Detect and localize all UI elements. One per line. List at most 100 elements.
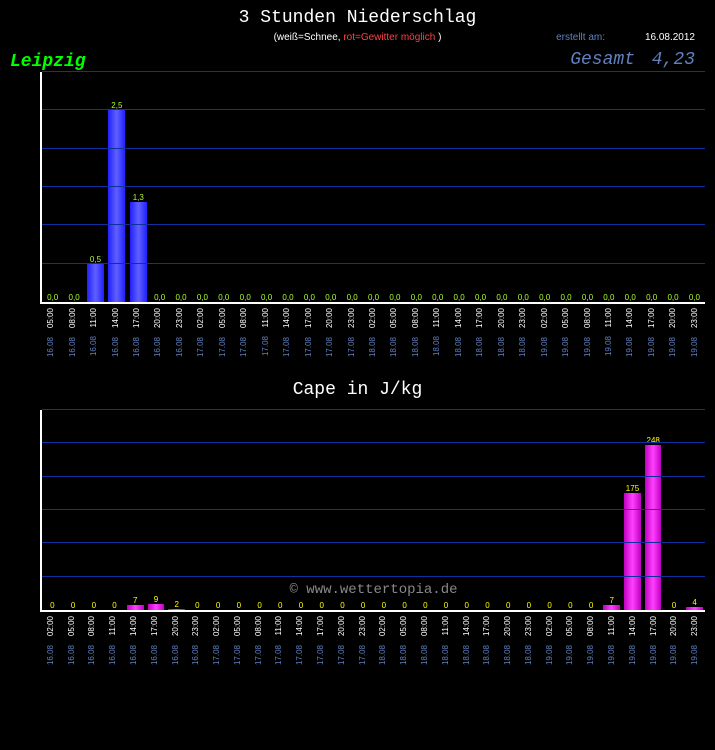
bar-slot: 248 [643, 410, 664, 610]
bar-slot: 0,0 [341, 72, 362, 302]
bar [130, 202, 147, 302]
bar-value-label: 0,0 [411, 293, 422, 302]
bar-slot: 7 [125, 410, 146, 610]
bar [645, 445, 662, 610]
bar-value-label: 0,0 [603, 293, 614, 302]
bar-value-label: 0 [278, 601, 282, 610]
xtick: 23:0016.08 [169, 308, 190, 362]
bar-value-label: 0,0 [240, 293, 251, 302]
xtick: 05:0018.08 [393, 616, 414, 670]
bar-value-label: 0,0 [325, 293, 336, 302]
bar-value-label: 0,0 [625, 293, 636, 302]
bar-value-label: 0 [112, 601, 116, 610]
xtick: 14:0019.08 [622, 616, 643, 670]
bar-slot: 0 [539, 410, 560, 610]
xtick: 20:0018.08 [497, 616, 518, 670]
bar-slot: 0,0 [534, 72, 555, 302]
bar-slot: 0,0 [277, 72, 298, 302]
bar-value-label: 2 [174, 600, 178, 609]
xtick: 08:0018.08 [414, 616, 435, 670]
xtick: 08:0017.08 [233, 308, 254, 362]
bar-slot: 0 [581, 410, 602, 610]
xtick: 14:0017.08 [276, 308, 297, 362]
bar-slot: 0,0 [448, 72, 469, 302]
xtick: 23:0019.08 [684, 616, 705, 670]
xaxis-1: 05:0016.0808:0016.0811:0016.0814:0016.08… [40, 308, 705, 362]
bar-value-label: 0,0 [47, 293, 58, 302]
bar-slot: 0,0 [684, 72, 705, 302]
bar-value-label: 0 [423, 601, 427, 610]
bar-value-label: 0 [50, 601, 54, 610]
xtick: 02:0017.08 [190, 308, 211, 362]
bar-slot: 0,0 [470, 72, 491, 302]
xtick: 02:0018.08 [362, 308, 383, 362]
bar-slot: 0 [311, 410, 332, 610]
xtick: 20:0016.08 [165, 616, 186, 670]
bar [624, 493, 641, 610]
bar [108, 110, 125, 302]
bar-slot: 0,0 [213, 72, 234, 302]
bar-value-label: 0,0 [518, 293, 529, 302]
bar-value-label: 0 [672, 601, 676, 610]
xtick: 23:0019.08 [684, 308, 705, 362]
xtick: 17:0018.08 [476, 616, 497, 670]
xaxis-2: 02:0016.0805:0016.0808:0016.0811:0016.08… [40, 616, 705, 670]
xtick: 08:0016.08 [82, 616, 103, 670]
xtick: 17:0017.08 [310, 616, 331, 670]
xtick: 20:0017.08 [331, 616, 352, 670]
xtick: 23:0017.08 [340, 308, 361, 362]
bars-1: 0,00,00,52,51,30,00,00,00,00,00,00,00,00… [42, 72, 705, 302]
bar-slot: 0,0 [427, 72, 448, 302]
bar-slot: 0,0 [63, 72, 84, 302]
bar-slot: 0 [42, 410, 63, 610]
bar-value-label: 0 [257, 601, 261, 610]
bar-value-label: 0,0 [432, 293, 443, 302]
bar-value-label: 0,0 [154, 293, 165, 302]
precipitation-chart: 0,000,501,001,502,002,503,00 0,00,00,52,… [40, 72, 705, 362]
bar-value-label: 0,0 [389, 293, 400, 302]
bar-value-label: 0 [216, 601, 220, 610]
bar-value-label: 0,0 [454, 293, 465, 302]
bar-slot: 0,0 [192, 72, 213, 302]
bar-slot: 0 [63, 410, 84, 610]
bar-slot: 0 [436, 410, 457, 610]
bar-value-label: 9 [154, 595, 158, 604]
xtick: 23:0016.08 [185, 616, 206, 670]
bar-value-label: 0 [195, 601, 199, 610]
bar-value-label: 0,0 [667, 293, 678, 302]
xtick: 05:0018.08 [383, 308, 404, 362]
bar-slot: 0 [270, 410, 291, 610]
bar-slot: 4 [684, 410, 705, 610]
xtick: 14:0016.08 [123, 616, 144, 670]
bar-slot: 175 [622, 410, 643, 610]
bar [686, 607, 703, 610]
xtick: 20:0019.08 [662, 308, 683, 362]
location-label: Leipzig [10, 52, 86, 72]
xtick: 17:0018.08 [469, 308, 490, 362]
bar [168, 609, 185, 610]
bar-value-label: 0,0 [261, 293, 272, 302]
bar-value-label: 0,0 [539, 293, 550, 302]
xtick: 17:0017.08 [297, 308, 318, 362]
bar-value-label: 0,0 [646, 293, 657, 302]
xtick: 11:0017.08 [269, 616, 290, 670]
bar-slot: 0,0 [491, 72, 512, 302]
bar-slot: 0,0 [641, 72, 662, 302]
bar-slot: 0,5 [85, 72, 106, 302]
xtick: 17:0016.08 [126, 308, 147, 362]
xtick: 23:0018.08 [512, 308, 533, 362]
xtick: 20:0017.08 [319, 308, 340, 362]
xtick: 11:0019.08 [601, 616, 622, 670]
xtick: 20:0016.08 [147, 308, 168, 362]
xtick: 11:0016.08 [102, 616, 123, 670]
bar-slot: 7 [601, 410, 622, 610]
bar-slot: 0,0 [363, 72, 384, 302]
bar-slot: 0,0 [299, 72, 320, 302]
bar-value-label: 0,0 [689, 293, 700, 302]
bar-slot: 0 [477, 410, 498, 610]
bar-slot: 0 [332, 410, 353, 610]
xtick: 17:0019.08 [641, 308, 662, 362]
bar-slot: 0 [228, 410, 249, 610]
bar-value-label: 0,0 [304, 293, 315, 302]
bar-value-label: 0 [568, 601, 572, 610]
